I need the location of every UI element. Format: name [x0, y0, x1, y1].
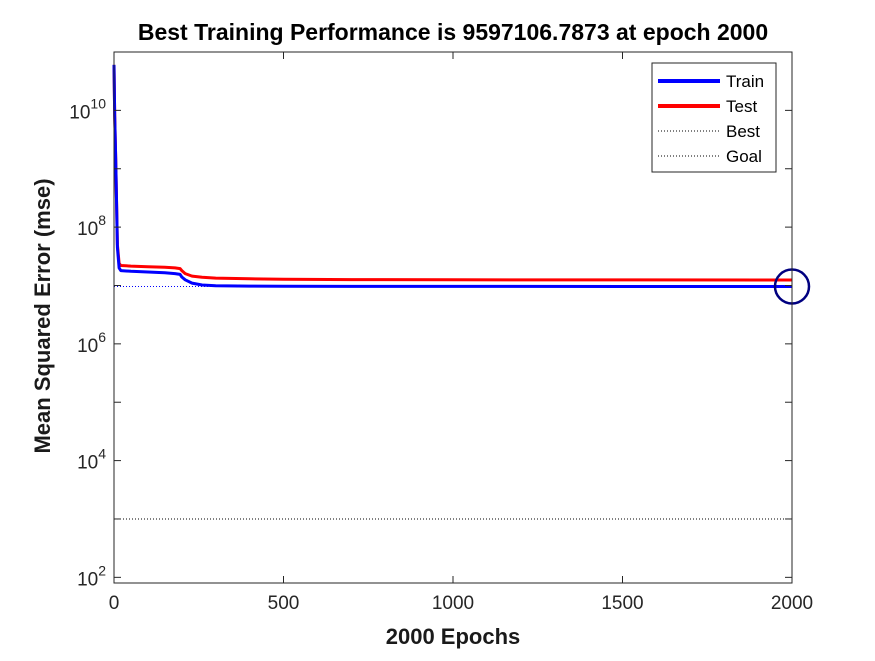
x-tick-label: 500 — [268, 593, 300, 614]
y-axis-label: Mean Squared Error (mse) — [30, 178, 55, 453]
y-tick-label: 108 — [77, 212, 106, 240]
chart-title: Best Training Performance is 9597106.787… — [138, 19, 768, 45]
legend-label-test: Test — [726, 97, 757, 116]
legend-label-goal: Goal — [726, 147, 762, 166]
x-axis-label: 2000 Epochs — [386, 624, 521, 649]
legend-label-best: Best — [726, 122, 760, 141]
train-series-line — [112, 64, 792, 288]
y-tick-label: 102 — [77, 562, 106, 590]
x-tick-label: 2000 — [771, 593, 813, 614]
legend: Train Test Best Goal — [651, 62, 777, 173]
y-tick-label: 106 — [77, 329, 106, 357]
y-tick-label: 104 — [77, 446, 106, 474]
legend-label-train: Train — [726, 72, 764, 91]
x-tick-label: 0 — [109, 593, 120, 614]
x-tick-label: 1000 — [432, 593, 474, 614]
x-tick-label: 1500 — [601, 593, 643, 614]
axes: 0 500 1000 1500 2000 102 104 106 108 1010 — [69, 51, 813, 614]
y-tick-label: 1010 — [69, 95, 106, 123]
